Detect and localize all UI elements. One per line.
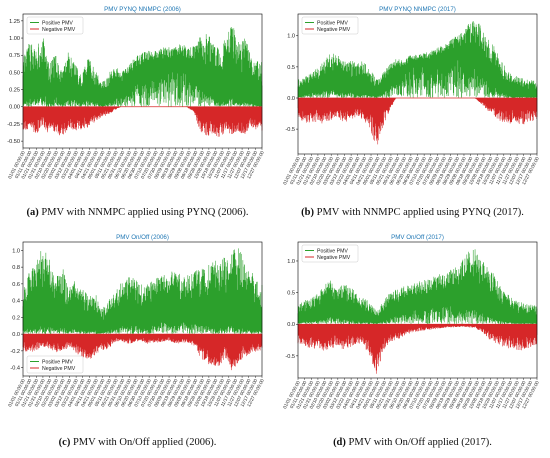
series-positive-pmv: [22, 248, 263, 335]
y-tick-label: -0.5: [285, 127, 295, 133]
legend-negative-label: Negative PMV: [42, 366, 76, 372]
plot-area: [297, 249, 538, 374]
series-negative-pmv: [22, 106, 263, 137]
y-tick-label: 1.25: [9, 19, 20, 25]
chart-title: PMV PYNQ NNMPC (2006): [104, 6, 181, 13]
caption-b-tag: (b): [301, 207, 314, 218]
caption-d: (d) PMV with On/Off applied (2017).: [275, 437, 550, 448]
y-tick-label: 0.4: [12, 299, 20, 305]
y-tick-label: -0.4: [10, 366, 20, 372]
y-tick-label: 1.0: [12, 248, 20, 254]
legend-box: [26, 355, 84, 374]
y-tick-label: 0.0: [287, 96, 295, 102]
caption-a-text: PMV with NNMPC applied using PYNQ (2006)…: [41, 207, 249, 218]
chart-panel-b: PMV PYNQ NNMPC (2017) -0.5 0.0 0.5 1.0 01/01 …: [275, 0, 550, 218]
series-negative-pmv: [297, 98, 538, 145]
y-tick-label: 0.8: [12, 265, 20, 271]
legend-positive-label: Positive PMV: [42, 359, 73, 365]
y-tick-label: 0.0: [12, 332, 20, 338]
caption-b-text: PMV with NNMPC applied using PYNQ (2017)…: [316, 207, 524, 218]
y-tick-label: 1.00: [9, 36, 20, 42]
legend-box: [301, 244, 359, 263]
legend-positive-label: Positive PMV: [42, 20, 73, 26]
chart-a-svg: PMV PYNQ NNMPC (2006) -0.50 -0.25 0.00 0.25 0…: [7, 6, 265, 180]
y-tick-label: 1.0: [287, 34, 295, 40]
y-tick-label: 0.75: [9, 53, 20, 59]
legend-negative-label: Negative PMV: [317, 27, 351, 33]
legend-positive-label: Positive PMV: [317, 20, 348, 26]
chart-b-svg: PMV PYNQ NNMPC (2017)-0.50.00.51.001/01 …: [282, 6, 540, 186]
plot-area: [22, 27, 263, 137]
chart-d-svg: PMV On/Off (2017)-0.50.00.51.001/01 00:0…: [282, 234, 540, 410]
y-tick-label: -0.50: [7, 139, 20, 145]
chart-panel-d: PMV On/Off (2017) -0.5 0.0 0.5 1.0 01/01 00:0…: [275, 228, 550, 446]
y-tick-label: 0.50: [9, 70, 20, 76]
y-tick-label: 0.2: [12, 315, 20, 321]
series-negative-pmv: [297, 324, 538, 374]
caption-b: (b) PMV with NNMPC applied using PYNQ (2…: [275, 207, 550, 218]
plot-area: [297, 21, 538, 145]
y-tick-label: -0.25: [7, 122, 20, 128]
caption-c-tag: (c): [58, 437, 71, 448]
y-tick-label: 0.0: [287, 322, 295, 328]
legend-negative-label: Negative PMV: [42, 27, 76, 33]
legend-box: [26, 16, 84, 35]
caption-d-text: PMV with On/Off applied (2017).: [348, 437, 492, 448]
caption-a-tag: (a): [26, 207, 39, 218]
legend-box: [301, 16, 359, 35]
caption-c: (c) PMV with On/Off applied (2006).: [0, 437, 275, 448]
y-tick-label: 0.25: [9, 87, 20, 93]
chart-c-svg: PMV On/Off (2006) -0.4 -0.2 0.0 0.2 0.4 0.6 0.8…: [7, 234, 265, 408]
legend-positive-label: Positive PMV: [317, 248, 348, 254]
y-tick-label: -0.5: [285, 354, 295, 360]
chart-title: PMV On/Off (2017): [391, 234, 444, 241]
caption-a: (a) PMV with NNMPC applied using PYNQ (2…: [0, 207, 275, 218]
caption-d-tag: (d): [333, 437, 346, 448]
caption-c-text: PMV with On/Off applied (2006).: [72, 437, 217, 448]
chart-panel-a: PMV PYNQ NNMPC (2006) -0.50 -0.25 0.00 0.25 0…: [0, 0, 275, 218]
y-tick-label: 0.6: [12, 282, 20, 288]
chart-title: PMV PYNQ NNMPC (2017): [379, 6, 456, 13]
plot-area: [22, 248, 263, 371]
legend-negative-label: Negative PMV: [317, 255, 351, 261]
y-tick-label: 0.00: [9, 105, 20, 111]
y-tick-label: -0.2: [10, 349, 20, 355]
y-tick-label: 1.0: [287, 259, 295, 265]
chart-panel-c: PMV On/Off (2006) -0.4 -0.2 0.0 0.2 0.4 0.6 0.8…: [0, 228, 275, 446]
series-positive-pmv: [22, 27, 263, 107]
chart-title: PMV On/Off (2006): [116, 234, 169, 241]
y-tick-label: 0.5: [287, 291, 295, 297]
y-tick-label: 0.5: [287, 65, 295, 71]
